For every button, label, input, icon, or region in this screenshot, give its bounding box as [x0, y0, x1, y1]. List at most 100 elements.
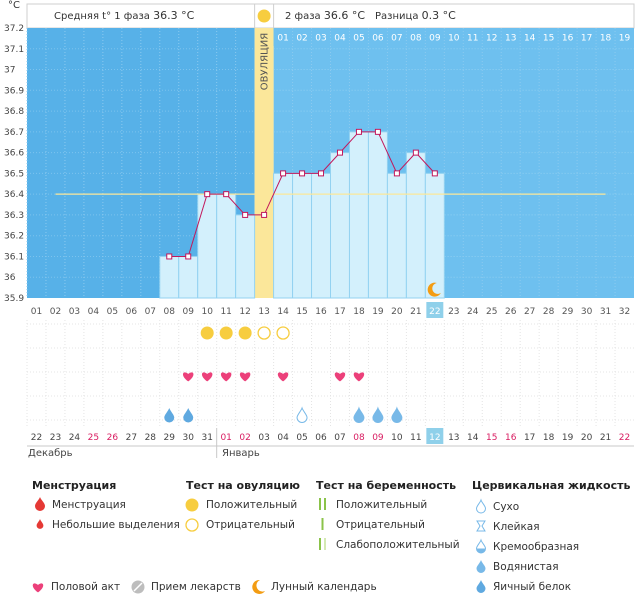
cycle-day-label: 06: [126, 307, 138, 317]
temperature-point: [261, 211, 268, 218]
temperature-point: [166, 253, 173, 260]
phase1-label: Средняя t° 1 фаза: [54, 11, 150, 22]
temperature-point: [431, 170, 438, 177]
pill-legend-stripe: [133, 582, 143, 592]
temperature-point: [393, 170, 400, 177]
y-tick-label: 35.9: [4, 294, 24, 304]
y-tick-label: 36: [4, 273, 16, 283]
legend-pregnancy-faint: Слабоположительный: [336, 539, 460, 551]
cervical-creamy-fill: [476, 548, 486, 553]
legend-cervical-sticky: Клейкая: [493, 521, 540, 533]
cycle-day-label: 15: [296, 307, 307, 317]
cycle-day-label: 31: [600, 307, 611, 317]
cycle-day-label: 26: [505, 307, 517, 317]
diff-value: 0.3 °C: [421, 9, 456, 22]
today-date-highlight: [426, 428, 444, 444]
month-label: Январь: [222, 448, 260, 459]
date-label: 03: [258, 433, 269, 443]
temperature-bar: [405, 152, 426, 299]
ovulation-sun-icon: [257, 9, 271, 23]
y-tick-label: 36.9: [4, 86, 24, 96]
temperature-bar: [197, 193, 218, 299]
temperature-bar: [348, 131, 369, 299]
cycle-day-label: 29: [562, 307, 574, 317]
date-label: 04: [277, 433, 289, 443]
phase2-value: 36.6 °C: [323, 9, 366, 22]
date-label: 27: [126, 433, 137, 443]
pregnancy-faint-icon: [324, 538, 326, 550]
cycle-day-label: 27: [524, 307, 535, 317]
cycle-day-label: 12: [239, 307, 250, 317]
cycle-day-label: 30: [581, 307, 593, 317]
temperature-point: [223, 191, 230, 198]
cervical-dry-legend-icon: [475, 498, 487, 514]
y-tick-label: 36.7: [4, 128, 24, 138]
ovulation-band: [254, 28, 274, 298]
cycle-day-label: 25: [486, 307, 497, 317]
cycle-day-label: 14: [277, 307, 289, 317]
phase2-day-label: 11: [467, 34, 478, 44]
legend-menstruation-item: Менструация: [52, 499, 126, 511]
pregnancy-positive-icon: [324, 498, 326, 510]
y-tick-label: 37: [4, 66, 15, 76]
date-label: 30: [183, 433, 195, 443]
y-tick-label: 36.4: [4, 190, 24, 200]
phase2-label: 2 фаза: [285, 11, 321, 22]
temperature-bar: [159, 255, 180, 299]
cycle-day-label: 24: [467, 307, 479, 317]
legend-cervical-watery: Водянистая: [493, 561, 559, 573]
phase1-value: 36.3 °C: [153, 9, 195, 22]
cervical-watery-icon: [353, 406, 365, 423]
temperature-bar: [330, 152, 350, 299]
phase2-day-label: 03: [315, 34, 326, 44]
date-label: 23: [50, 433, 61, 443]
intercourse-heart-icon: [277, 372, 289, 382]
pregnancy-faint-icon: [319, 538, 321, 550]
phase2-day-label: 02: [296, 34, 307, 44]
today-cycle-highlight: [426, 302, 444, 318]
date-label: 08: [353, 433, 365, 443]
y-tick-label: 36.5: [4, 169, 24, 179]
cycle-day-label: 20: [391, 307, 403, 317]
date-label: 22: [31, 433, 42, 443]
cycle-day-label: 19: [372, 307, 384, 317]
ovulation-negative-legend-icon: [185, 518, 199, 532]
cycle-day-label: 32: [619, 307, 630, 317]
date-label: 17: [524, 433, 535, 443]
cervical-watery-icon: [372, 406, 384, 423]
date-label: 16: [505, 433, 517, 443]
cycle-day-label: 04: [88, 307, 100, 317]
intercourse-heart-icon: [334, 372, 346, 382]
date-label: 11: [410, 433, 421, 443]
cervical-dry-icon: [296, 406, 308, 423]
cycle-day-label: 16: [315, 307, 327, 317]
cycle-day-label: 10: [201, 307, 213, 317]
diff-stats: Разница 0.3 °C: [375, 9, 456, 22]
heart-legend-icon: [32, 583, 44, 593]
cycle-day-label: 05: [107, 307, 118, 317]
date-label: 01: [220, 433, 231, 443]
phase2-day-label: 16: [562, 34, 574, 44]
legend-pregnancy-positive: Положительный: [336, 499, 428, 511]
date-label: 13: [448, 433, 459, 443]
cycle-day-label: 11: [220, 307, 231, 317]
temperature-point: [355, 128, 362, 135]
cervical-eggwhite-legend-icon: [476, 580, 486, 594]
temperature-point: [280, 170, 287, 177]
phase2-day-label: 18: [600, 34, 612, 44]
temperature-point: [336, 149, 343, 156]
temperature-point: [412, 149, 419, 156]
date-label: 20: [581, 433, 593, 443]
temperature-point: [204, 191, 211, 198]
date-label: 10: [391, 433, 403, 443]
ovulation-test-positive-icon: [200, 326, 214, 340]
date-label: 26: [107, 433, 119, 443]
legend-cervical-creamy: Кремообразная: [493, 541, 580, 553]
cycle-day-label: 21: [410, 307, 421, 317]
legend-ovulation-positive: Положительный: [206, 499, 298, 511]
date-label: 12: [429, 433, 440, 443]
ovulation-positive-legend-icon: [185, 498, 199, 512]
moon-icon: [427, 282, 441, 297]
phase2-day-row: [273, 28, 634, 46]
temperature-bar: [367, 131, 388, 299]
